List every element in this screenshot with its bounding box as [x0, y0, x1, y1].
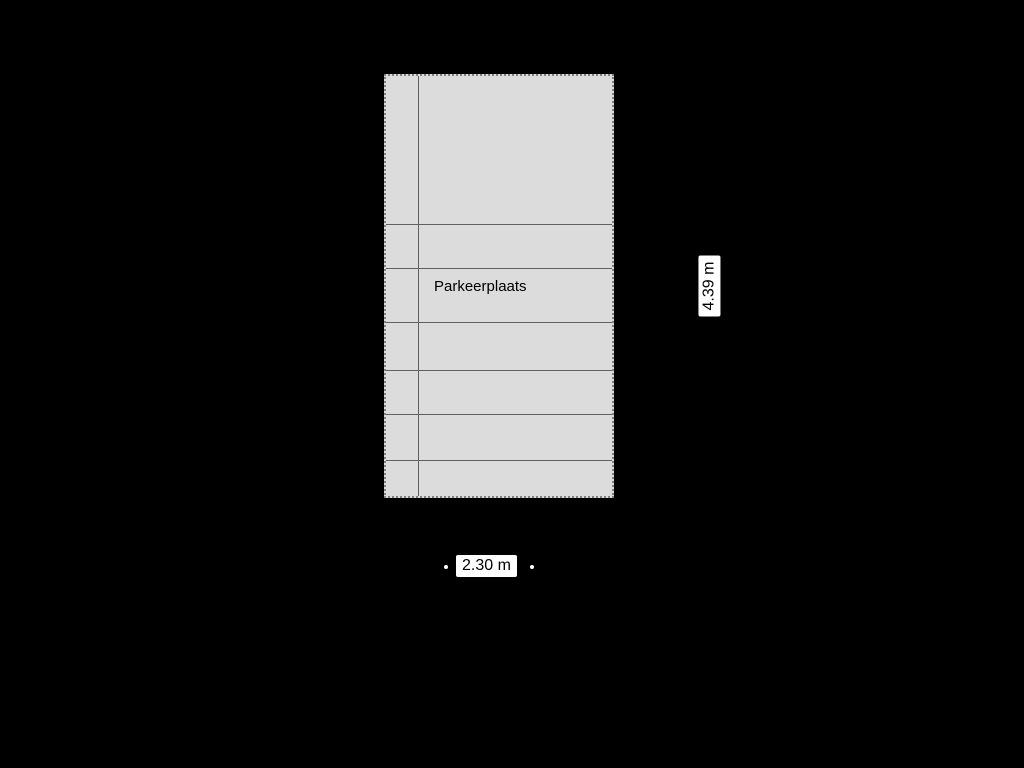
dim-dot — [444, 565, 448, 569]
height-dimension-label: 4.39 m — [698, 256, 720, 317]
width-dimension-label: 2.30 m — [456, 555, 517, 577]
grid-hline — [386, 268, 612, 269]
grid-hline — [386, 460, 612, 461]
grid-vline — [418, 76, 419, 496]
grid-hline — [386, 322, 612, 323]
grid-hline — [386, 370, 612, 371]
grid-hline — [386, 414, 612, 415]
grid-hline — [386, 224, 612, 225]
floorplan-canvas: Parkeerplaats 2.30 m 4.39 m — [0, 0, 1024, 768]
dim-dot — [530, 565, 534, 569]
room-label: Parkeerplaats — [434, 278, 527, 295]
